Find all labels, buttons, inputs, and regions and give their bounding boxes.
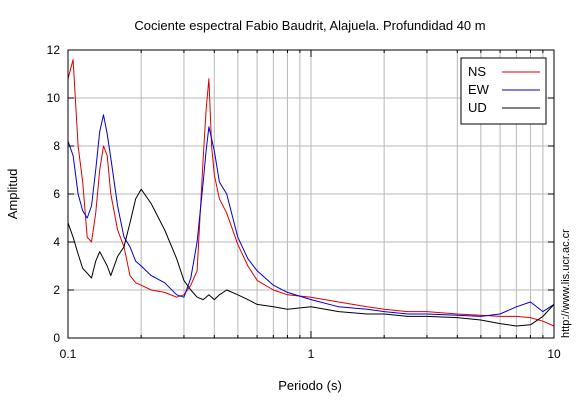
url-side-text: http://www.lis.ucr.ac.cr [560, 229, 572, 338]
series-line-ew [67, 114, 555, 317]
chart-title: Cociente espectral Fabio Baudrit, Alajue… [134, 18, 485, 33]
y-tick-label: 10 [47, 91, 61, 105]
series-line-ns [67, 59, 555, 327]
x-tick-label: 1 [308, 347, 315, 361]
x-axis-label: Periodo (s) [278, 378, 342, 393]
y-axis-label: Amplitud [5, 169, 20, 220]
series-line-ud [67, 188, 555, 327]
y-tick-label: 12 [47, 43, 61, 57]
y-tick-label: 4 [53, 235, 60, 249]
y-tick-label: 8 [53, 139, 60, 153]
legend-label-ud: UD [468, 100, 487, 115]
y-tick-label: 0 [53, 331, 60, 345]
x-tick-label: 0.1 [60, 347, 77, 361]
y-tick-label: 6 [53, 187, 60, 201]
axis-ticks: 0 2 4 6 8 10 12 0.1 1 10 [47, 43, 561, 361]
grid [68, 50, 554, 338]
series-layer [67, 59, 555, 327]
legend: NS EW UD [460, 57, 547, 125]
y-tick-label: 2 [53, 283, 60, 297]
legend-label-ns: NS [468, 64, 486, 79]
x-tick-label: 10 [547, 347, 561, 361]
legend-label-ew: EW [468, 82, 490, 97]
legend-box [460, 57, 547, 125]
